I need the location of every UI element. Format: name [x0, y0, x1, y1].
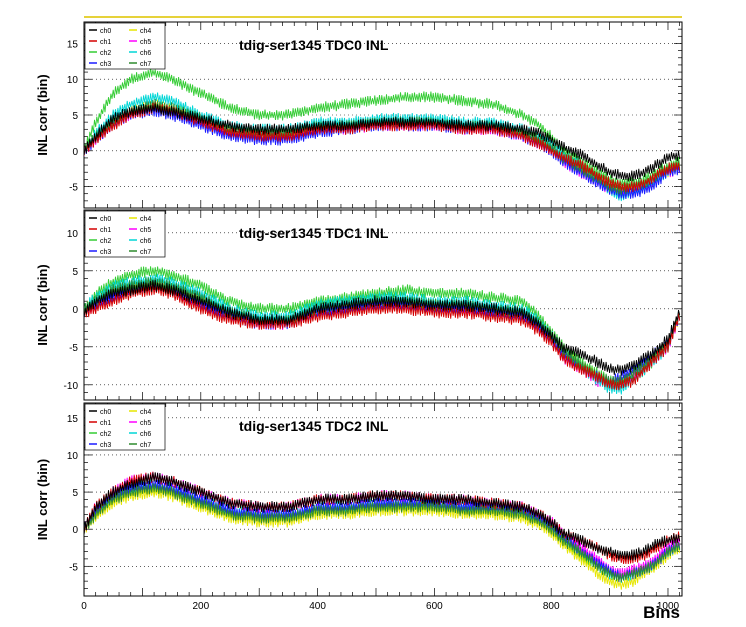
y-tick-label: -10 — [64, 381, 79, 392]
legend-label-ch2: ch2 — [100, 431, 111, 438]
series-line-ch2 — [84, 67, 681, 188]
x-tick-label: 600 — [426, 601, 443, 612]
x-tick-label: 0 — [81, 601, 87, 612]
legend-label-ch0: ch0 — [100, 28, 111, 35]
legend-label-ch0: ch0 — [100, 409, 111, 416]
series-line-ch3 — [84, 479, 681, 582]
legend-label-ch7: ch7 — [140, 442, 151, 449]
legend-label-ch4: ch4 — [140, 28, 151, 35]
series-line-ch0 — [84, 103, 681, 182]
legend-label-ch3: ch3 — [100, 442, 111, 449]
x-tick-label: 200 — [192, 601, 209, 612]
legend-label-ch0: ch0 — [100, 216, 111, 223]
y-tick-label: 15 — [67, 414, 79, 425]
x-tick-label: 800 — [543, 601, 560, 612]
legend-label-ch2: ch2 — [100, 50, 111, 57]
y-tick-label: -5 — [69, 562, 78, 573]
legend-label-ch4: ch4 — [140, 216, 151, 223]
legend-label-ch1: ch1 — [100, 227, 111, 234]
y-tick-label: 15 — [67, 39, 79, 50]
y-tick-label: 10 — [67, 451, 79, 462]
series-line-ch0 — [84, 280, 681, 376]
chart-title: tdig-ser1345 TDC2 INL — [239, 418, 389, 434]
y-tick-label: 5 — [72, 267, 78, 278]
y-axis-label: INL corr (bin) — [35, 74, 50, 155]
legend-box — [84, 403, 166, 451]
y-tick-label: 0 — [72, 305, 78, 316]
series-line-ch1 — [84, 284, 681, 391]
y-tick-label: 10 — [67, 229, 79, 240]
y-tick-label: 5 — [72, 488, 78, 499]
legend-label-ch1: ch1 — [100, 39, 111, 46]
panel-tdc1: -10 -5 0 5 10 INL corr (bin) tdig-ser1345 TDC1… — [35, 209, 683, 401]
legend-label-ch5: ch5 — [140, 39, 151, 46]
y-tick-label: 0 — [72, 147, 78, 158]
chart-title: tdig-ser1345 TDC0 INL — [239, 37, 389, 53]
chart-title: tdig-ser1345 TDC1 INL — [239, 225, 389, 241]
legend-label-ch7: ch7 — [140, 249, 151, 256]
y-tick-label: 5 — [72, 111, 78, 122]
top-rule — [84, 16, 682, 18]
series-line-ch2 — [84, 266, 681, 387]
legend-label-ch6: ch6 — [140, 50, 151, 57]
x-axis-label: Bins — [643, 603, 680, 622]
legend-label-ch7: ch7 — [140, 61, 151, 68]
x-tick-label: 1000 — [657, 601, 680, 612]
legend-label-ch5: ch5 — [140, 420, 151, 427]
legend-box — [84, 22, 166, 70]
x-tick-label: 400 — [309, 601, 326, 612]
panel-tdc0: -5 0 5 10 15 INL corr (bin) tdig-ser1345 TDC0 … — [35, 21, 683, 209]
legend-label-ch5: ch5 — [140, 227, 151, 234]
y-tick-label: 0 — [72, 525, 78, 536]
series-line-ch5 — [84, 471, 681, 579]
series-line-ch0 — [84, 472, 681, 561]
legend-label-ch6: ch6 — [140, 238, 151, 245]
legend-label-ch2: ch2 — [100, 238, 111, 245]
legend-label-ch1: ch1 — [100, 420, 111, 427]
y-tick-label: 10 — [67, 75, 79, 86]
y-axis-label: INL corr (bin) — [35, 264, 50, 345]
y-tick-label: -5 — [69, 343, 78, 354]
legend-label-ch3: ch3 — [100, 249, 111, 256]
legend-box — [84, 210, 166, 258]
legend-label-ch6: ch6 — [140, 431, 151, 438]
legend-label-ch4: ch4 — [140, 409, 151, 416]
panel-tdc2: -5 0 5 10 15 0 200 400 600 800 1000 INL corr (bin) B… — [35, 402, 683, 622]
series-line-ch7 — [84, 483, 681, 582]
y-tick-label: -5 — [69, 183, 78, 194]
y-axis-label: INL corr (bin) — [35, 459, 50, 540]
legend-label-ch3: ch3 — [100, 61, 111, 68]
